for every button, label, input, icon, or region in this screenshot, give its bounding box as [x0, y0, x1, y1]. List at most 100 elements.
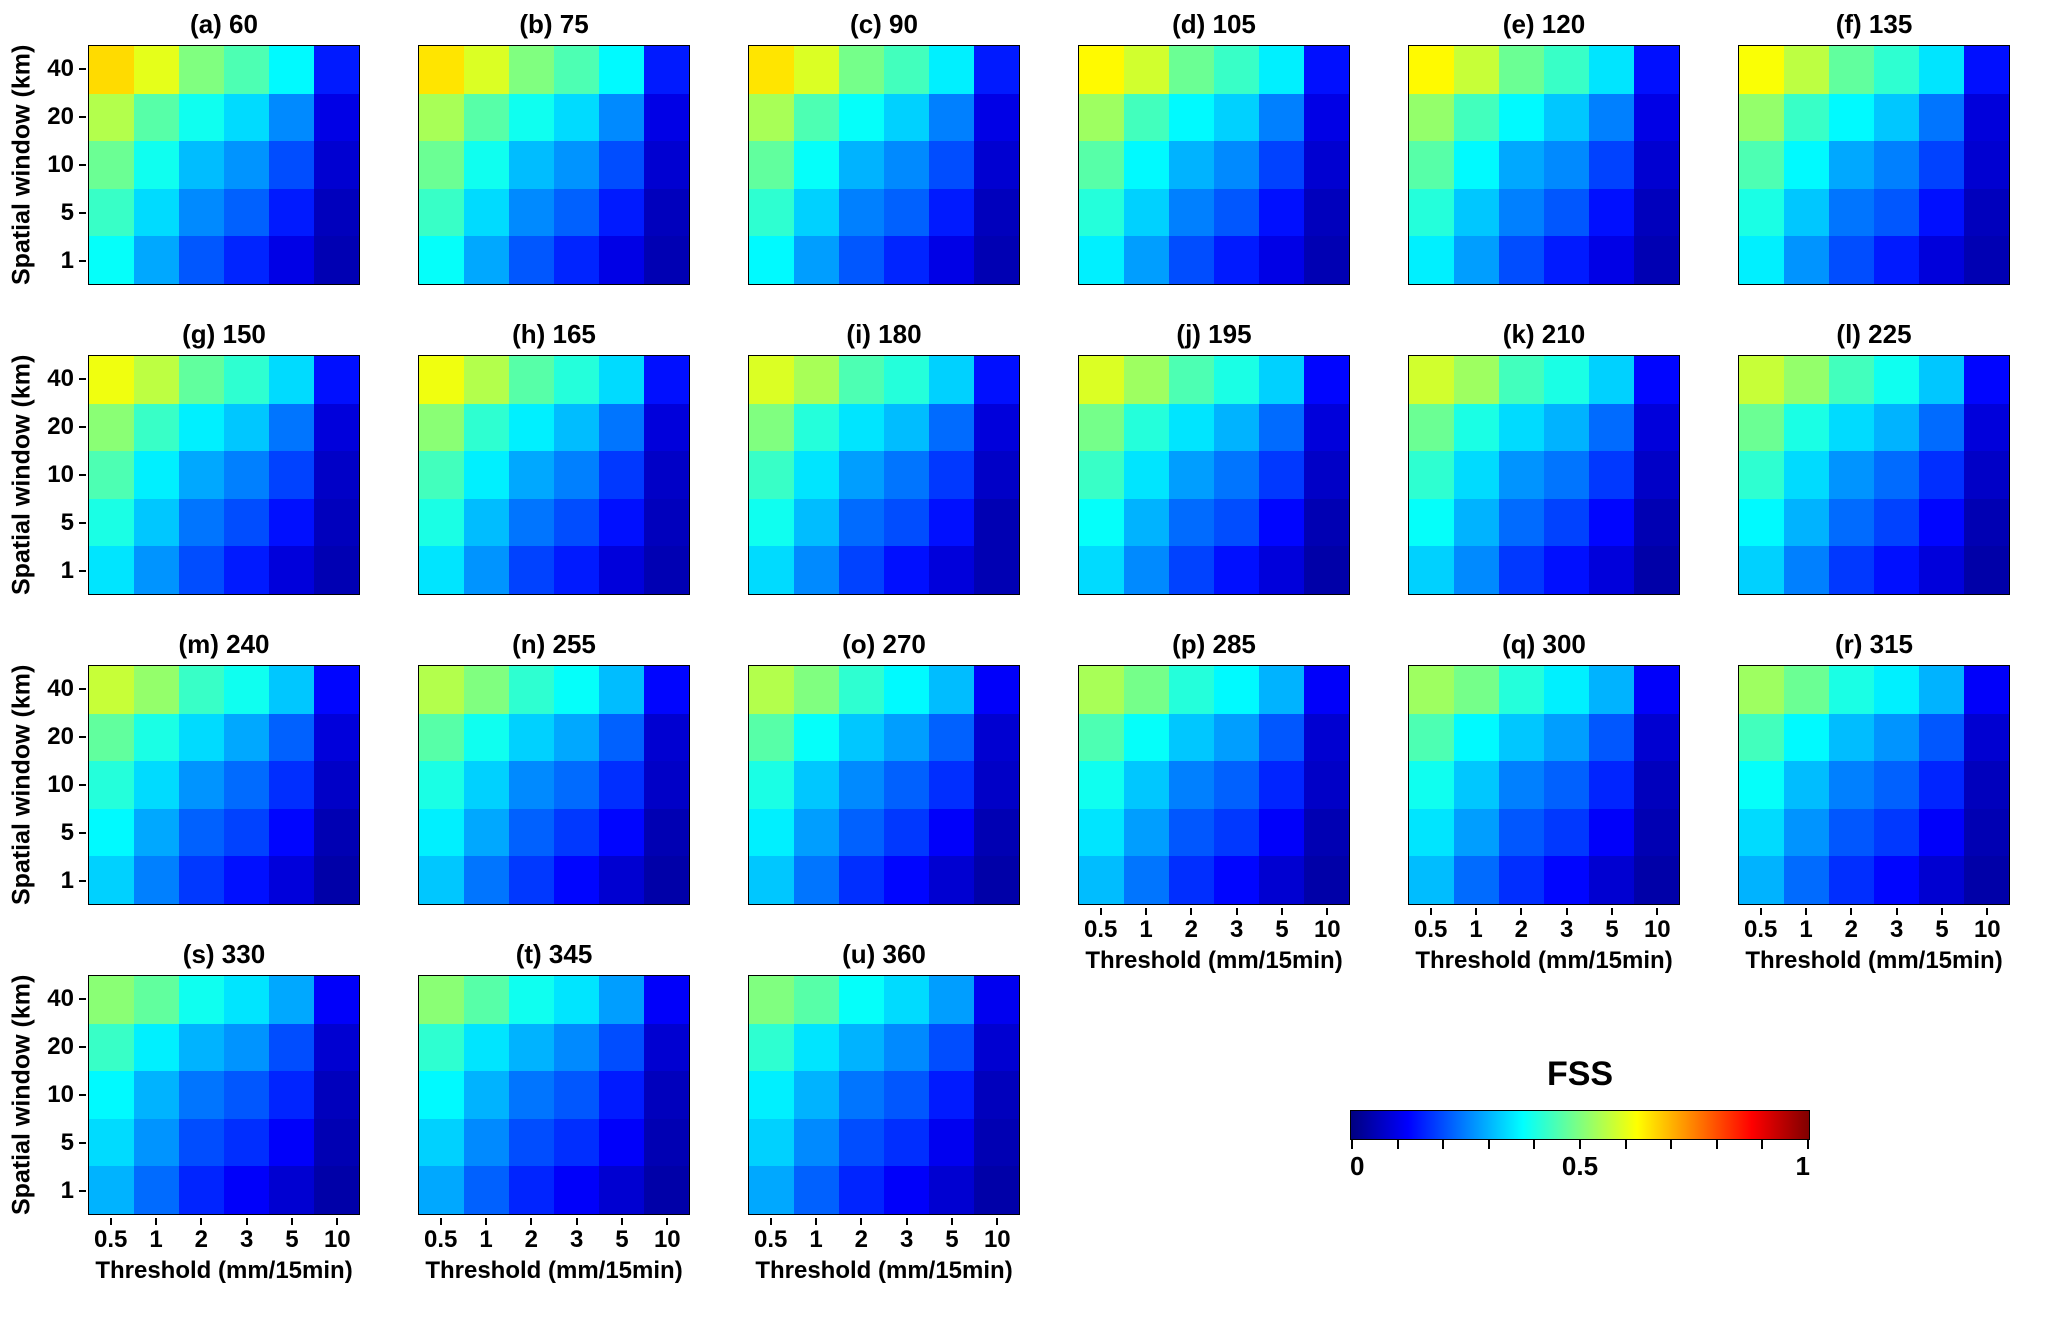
heatmap-cell	[1169, 761, 1214, 809]
heatmap-cell	[974, 976, 1019, 1024]
heatmap-cell	[1739, 188, 1784, 237]
x-tick-label: 10	[1643, 916, 1671, 943]
y-tick-mark	[79, 426, 86, 428]
y-tick-mark	[79, 998, 86, 1000]
y-tick-mark	[79, 1094, 86, 1096]
heatmap-cell	[929, 498, 974, 547]
y-tick: 5	[30, 819, 86, 847]
heatmap-cell	[179, 451, 224, 499]
heatmap-cell	[1784, 713, 1829, 762]
x-tick-mark	[666, 1218, 669, 1225]
y-tick: 20	[30, 1033, 86, 1061]
y-axis-ticks: 40 20 10 5 1	[30, 975, 86, 1215]
heatmap-cell	[1634, 403, 1679, 452]
heatmap-cell	[134, 356, 179, 404]
x-tick-mark	[950, 1218, 953, 1225]
heatmap-cell	[1919, 546, 1964, 594]
heatmap-cell	[1499, 403, 1544, 452]
heatmap-cell	[749, 141, 794, 189]
heatmap-cell	[1739, 451, 1784, 499]
y-tick: 20	[30, 723, 86, 751]
heatmap-cell	[89, 1118, 134, 1167]
heatmap-cell	[1214, 236, 1259, 284]
heatmap-cell	[1499, 188, 1544, 237]
panel-title: (f) 135	[1835, 9, 1913, 39]
heatmap-cell	[554, 403, 599, 452]
heatmap-cell	[314, 856, 359, 904]
panel-title: (m) 240	[178, 629, 270, 659]
heatmap-cell	[224, 451, 269, 499]
heatmap-cell	[179, 141, 224, 189]
heatmap-cell	[839, 188, 884, 237]
heatmap-cell	[419, 761, 464, 809]
y-tick: 10	[30, 771, 86, 799]
heatmap-cell	[599, 498, 644, 547]
x-tick: 10	[645, 1218, 690, 1254]
heatmap-cell	[89, 1023, 134, 1072]
y-tick-label: 40	[47, 675, 74, 702]
heatmap-cell	[179, 498, 224, 547]
x-tick: 2	[509, 1218, 554, 1254]
heatmap-cell	[929, 356, 974, 404]
heatmap-cell	[839, 1166, 884, 1214]
heatmap-cell	[134, 188, 179, 237]
heatmap-cell	[134, 93, 179, 142]
y-tick-mark	[79, 1046, 86, 1048]
heatmap-cell	[314, 546, 359, 594]
x-tick-mark	[1520, 908, 1523, 915]
heatmap-cell	[1829, 356, 1874, 404]
heatmap-cell	[89, 761, 134, 809]
y-tick: 1	[30, 247, 86, 275]
heatmap-cell	[314, 666, 359, 714]
heatmap-cell	[794, 808, 839, 857]
heatmap-cell	[554, 713, 599, 762]
heatmap-cell	[644, 141, 689, 189]
colorbar: FSS 0 0.5 1	[1350, 1055, 1810, 1182]
panel-title: (j) 195	[1176, 319, 1252, 349]
heatmap-cell	[644, 713, 689, 762]
heatmap-cell	[749, 1166, 794, 1214]
heatmap-cell	[419, 451, 464, 499]
heatmap-cell	[1214, 141, 1259, 189]
heatmap-cell	[419, 356, 464, 404]
heatmap-cell	[1304, 666, 1349, 714]
heatmap-cell	[1544, 808, 1589, 857]
heatmap-cell	[314, 188, 359, 237]
x-tick: 3	[1214, 908, 1259, 944]
heatmap-cell	[749, 1071, 794, 1119]
heatmap-cell	[1874, 761, 1919, 809]
heatmap-panel	[1078, 355, 1350, 595]
heatmap-cell	[974, 713, 1019, 762]
y-axis-label: Spatial window (km)	[7, 664, 36, 906]
heatmap-cell	[1964, 188, 2009, 237]
colorbar-title: FSS	[1546, 1055, 1614, 1093]
heatmap-cell	[1874, 713, 1919, 762]
heatmap-cell	[599, 761, 644, 809]
heatmap-cell	[1259, 451, 1304, 499]
x-tick-label: 1	[479, 1226, 493, 1253]
heatmap-cell	[1544, 236, 1589, 284]
heatmap-cell	[1964, 141, 2009, 189]
y-tick-label: 10	[47, 1081, 74, 1108]
heatmap-cell	[1589, 46, 1634, 94]
heatmap-cell	[1634, 546, 1679, 594]
heatmap-cell	[464, 1071, 509, 1119]
heatmap-cell	[884, 46, 929, 94]
heatmap-cell	[1409, 141, 1454, 189]
heatmap-cell	[1964, 403, 2009, 452]
y-tick-label: 10	[47, 771, 74, 798]
heatmap-cell	[749, 356, 794, 404]
heatmap-cell	[179, 1071, 224, 1119]
heatmap-cell	[134, 713, 179, 762]
heatmap-cell	[179, 46, 224, 94]
heatmap-cell	[1259, 356, 1304, 404]
heatmap-cell	[554, 498, 599, 547]
x-tick-label: 0.5	[1083, 916, 1118, 943]
heatmap-cell	[1784, 666, 1829, 714]
heatmap-cell	[1874, 546, 1919, 594]
heatmap-cell	[974, 141, 1019, 189]
x-tick: 10	[315, 1218, 360, 1254]
heatmap-cell	[1454, 403, 1499, 452]
heatmap-cell	[1874, 808, 1919, 857]
